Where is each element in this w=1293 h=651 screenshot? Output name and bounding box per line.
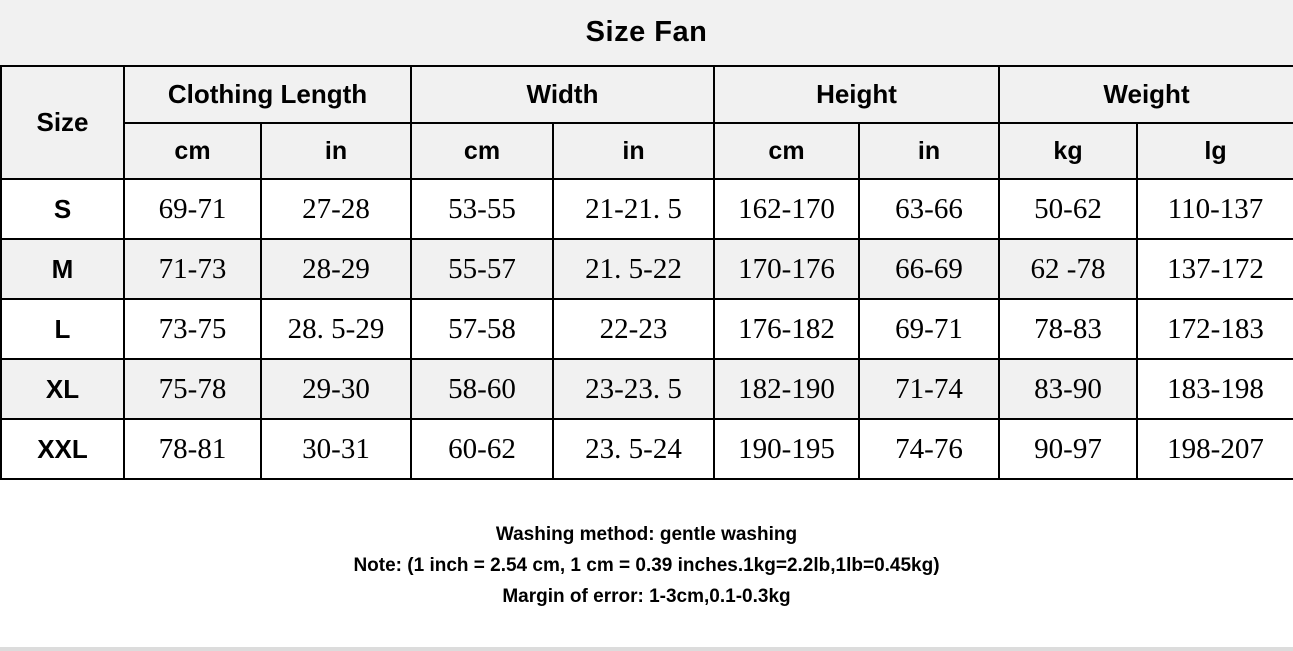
unit-header-weight-kg: kg (998, 122, 1139, 180)
size-row-label: S (0, 178, 125, 240)
table-row-xxl: XXL 78-81 30-31 60-62 23. 5-24 190-195 7… (0, 418, 1293, 480)
size-table: Size Clothing Length Width Height Weight… (0, 65, 1293, 480)
group-header-clothing-length: Clothing Length (123, 65, 412, 124)
unit-header-clothing-length-in: in (260, 122, 412, 180)
cell-value: 74-76 (857, 418, 1001, 480)
unit-header-width-in: in (552, 122, 715, 180)
cell-value: 57-58 (410, 298, 554, 360)
group-header-height: Height (712, 65, 1001, 124)
cell-value: 23-23. 5 (552, 358, 715, 420)
cell-value: 55-57 (410, 238, 554, 300)
cell-value: 66-69 (857, 238, 1001, 300)
table-row-l: L 73-75 28. 5-29 57-58 22-23 176-182 69-… (0, 298, 1293, 360)
cell-value: 190-195 (713, 418, 860, 480)
cell-value: 28. 5-29 (260, 298, 412, 360)
page-title: Size Fan (585, 16, 708, 48)
cell-value: 182-190 (713, 358, 860, 420)
cell-value: 71-73 (123, 238, 262, 300)
cell-value: 176-182 (713, 298, 860, 360)
cell-value: 71-74 (857, 358, 1001, 420)
cell-value: 162-170 (713, 178, 860, 240)
table-row-s: S 69-71 27-28 53-55 21-21. 5 162-170 63-… (0, 178, 1293, 240)
cell-value: 73-75 (123, 298, 262, 360)
cell-value: 30-31 (260, 418, 412, 480)
size-row-label: M (0, 238, 125, 300)
table-row-xl: XL 75-78 29-30 58-60 23-23. 5 182-190 71… (0, 358, 1293, 420)
size-row-label: XL (0, 358, 125, 420)
cell-value: 110-137 (1136, 178, 1293, 240)
note-unit-conversion: Note: (1 inch = 2.54 cm, 1 cm = 0.39 inc… (353, 555, 940, 576)
unit-header-weight-lg: lg (1136, 122, 1293, 180)
cell-value: 21. 5-22 (552, 238, 715, 300)
note-margin-of-error: Margin of error: 1-3cm,0.1-0.3kg (502, 586, 791, 607)
header-unit-row: cm in cm in cm in kg lg (1, 122, 1293, 180)
note-washing-method: Washing method: gentle washing (495, 524, 798, 545)
unit-header-height-in: in (857, 122, 1001, 180)
unit-header-clothing-length-cm: cm (123, 122, 262, 180)
cell-value: 137-172 (1136, 238, 1293, 300)
group-header-weight: Weight (998, 65, 1293, 124)
unit-header-height-cm: cm (713, 122, 860, 180)
header-group-row: Size Clothing Length Width Height Weight (0, 65, 1293, 180)
cell-value: 50-62 (998, 178, 1139, 240)
cell-value: 63-66 (857, 178, 1001, 240)
cell-value: 28-29 (260, 238, 412, 300)
group-header-width: Width (410, 65, 715, 124)
cell-value: 21-21. 5 (552, 178, 715, 240)
cell-value: 90-97 (998, 418, 1139, 480)
cell-value: 83-90 (998, 358, 1139, 420)
table-row-m: M 71-73 28-29 55-57 21. 5-22 170-176 66-… (0, 238, 1293, 300)
cell-value: 78-81 (123, 418, 262, 480)
cell-value: 29-30 (260, 358, 412, 420)
cell-value: 183-198 (1136, 358, 1293, 420)
cell-value: 69-71 (123, 178, 262, 240)
cell-value: 170-176 (713, 238, 860, 300)
size-row-label: XXL (0, 418, 125, 480)
cell-value: 75-78 (123, 358, 262, 420)
cell-value: 58-60 (410, 358, 554, 420)
cell-value: 53-55 (410, 178, 554, 240)
cell-value: 22-23 (552, 298, 715, 360)
cell-value: 172-183 (1136, 298, 1293, 360)
size-row-label: L (0, 298, 125, 360)
cell-value: 69-71 (857, 298, 1001, 360)
title-band: Size Fan (0, 0, 1293, 65)
cell-value: 27-28 (260, 178, 412, 240)
column-header-size: Size (0, 65, 125, 180)
cell-value: 23. 5-24 (552, 418, 715, 480)
cell-value: 62 -78 (998, 238, 1139, 300)
unit-header-width-cm: cm (410, 122, 554, 180)
cell-value: 60-62 (410, 418, 554, 480)
cell-value: 198-207 (1136, 418, 1293, 480)
cell-value: 78-83 (998, 298, 1139, 360)
bottom-divider (0, 647, 1293, 651)
footer-notes: Washing method: gentle washing Note: (1 … (0, 519, 1293, 612)
